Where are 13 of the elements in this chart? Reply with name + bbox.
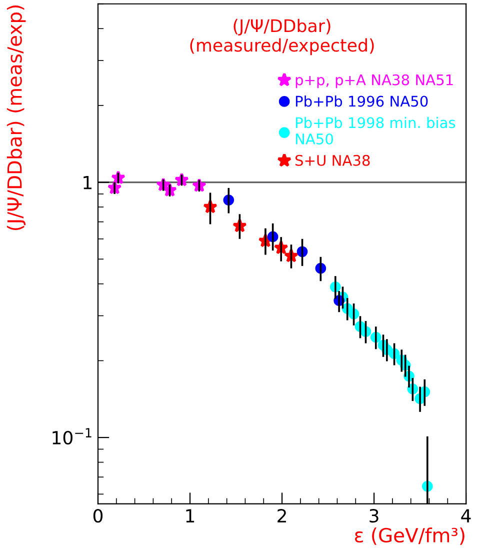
legend-label: S+U NA38 — [295, 154, 370, 166]
legend-label: Pb+Pb 1996 NA50 — [296, 95, 428, 107]
x-tick-label: 4 — [461, 509, 471, 522]
x-tick-label: 1 — [186, 509, 194, 522]
legend-label: p+p, p+A NA38 NA51 — [296, 74, 453, 88]
x-tick-label: 0 — [93, 508, 103, 523]
x-tick-label: 3 — [370, 508, 378, 523]
legend-label: Pb+Pb 1998 min. bias NA50 — [296, 116, 456, 144]
y-axis-title: (J/Ψ/DDbar) (meas/exp) — [6, 6, 26, 230]
y-tick-label: 10$^{−1}$ — [52, 428, 92, 445]
x-axis-title: ε (GeV/fm³) — [354, 528, 464, 545]
text: (J/Ψ/DDbar) (measured/expected) — [190, 18, 374, 56]
x-tick-label: 2 — [278, 508, 286, 522]
